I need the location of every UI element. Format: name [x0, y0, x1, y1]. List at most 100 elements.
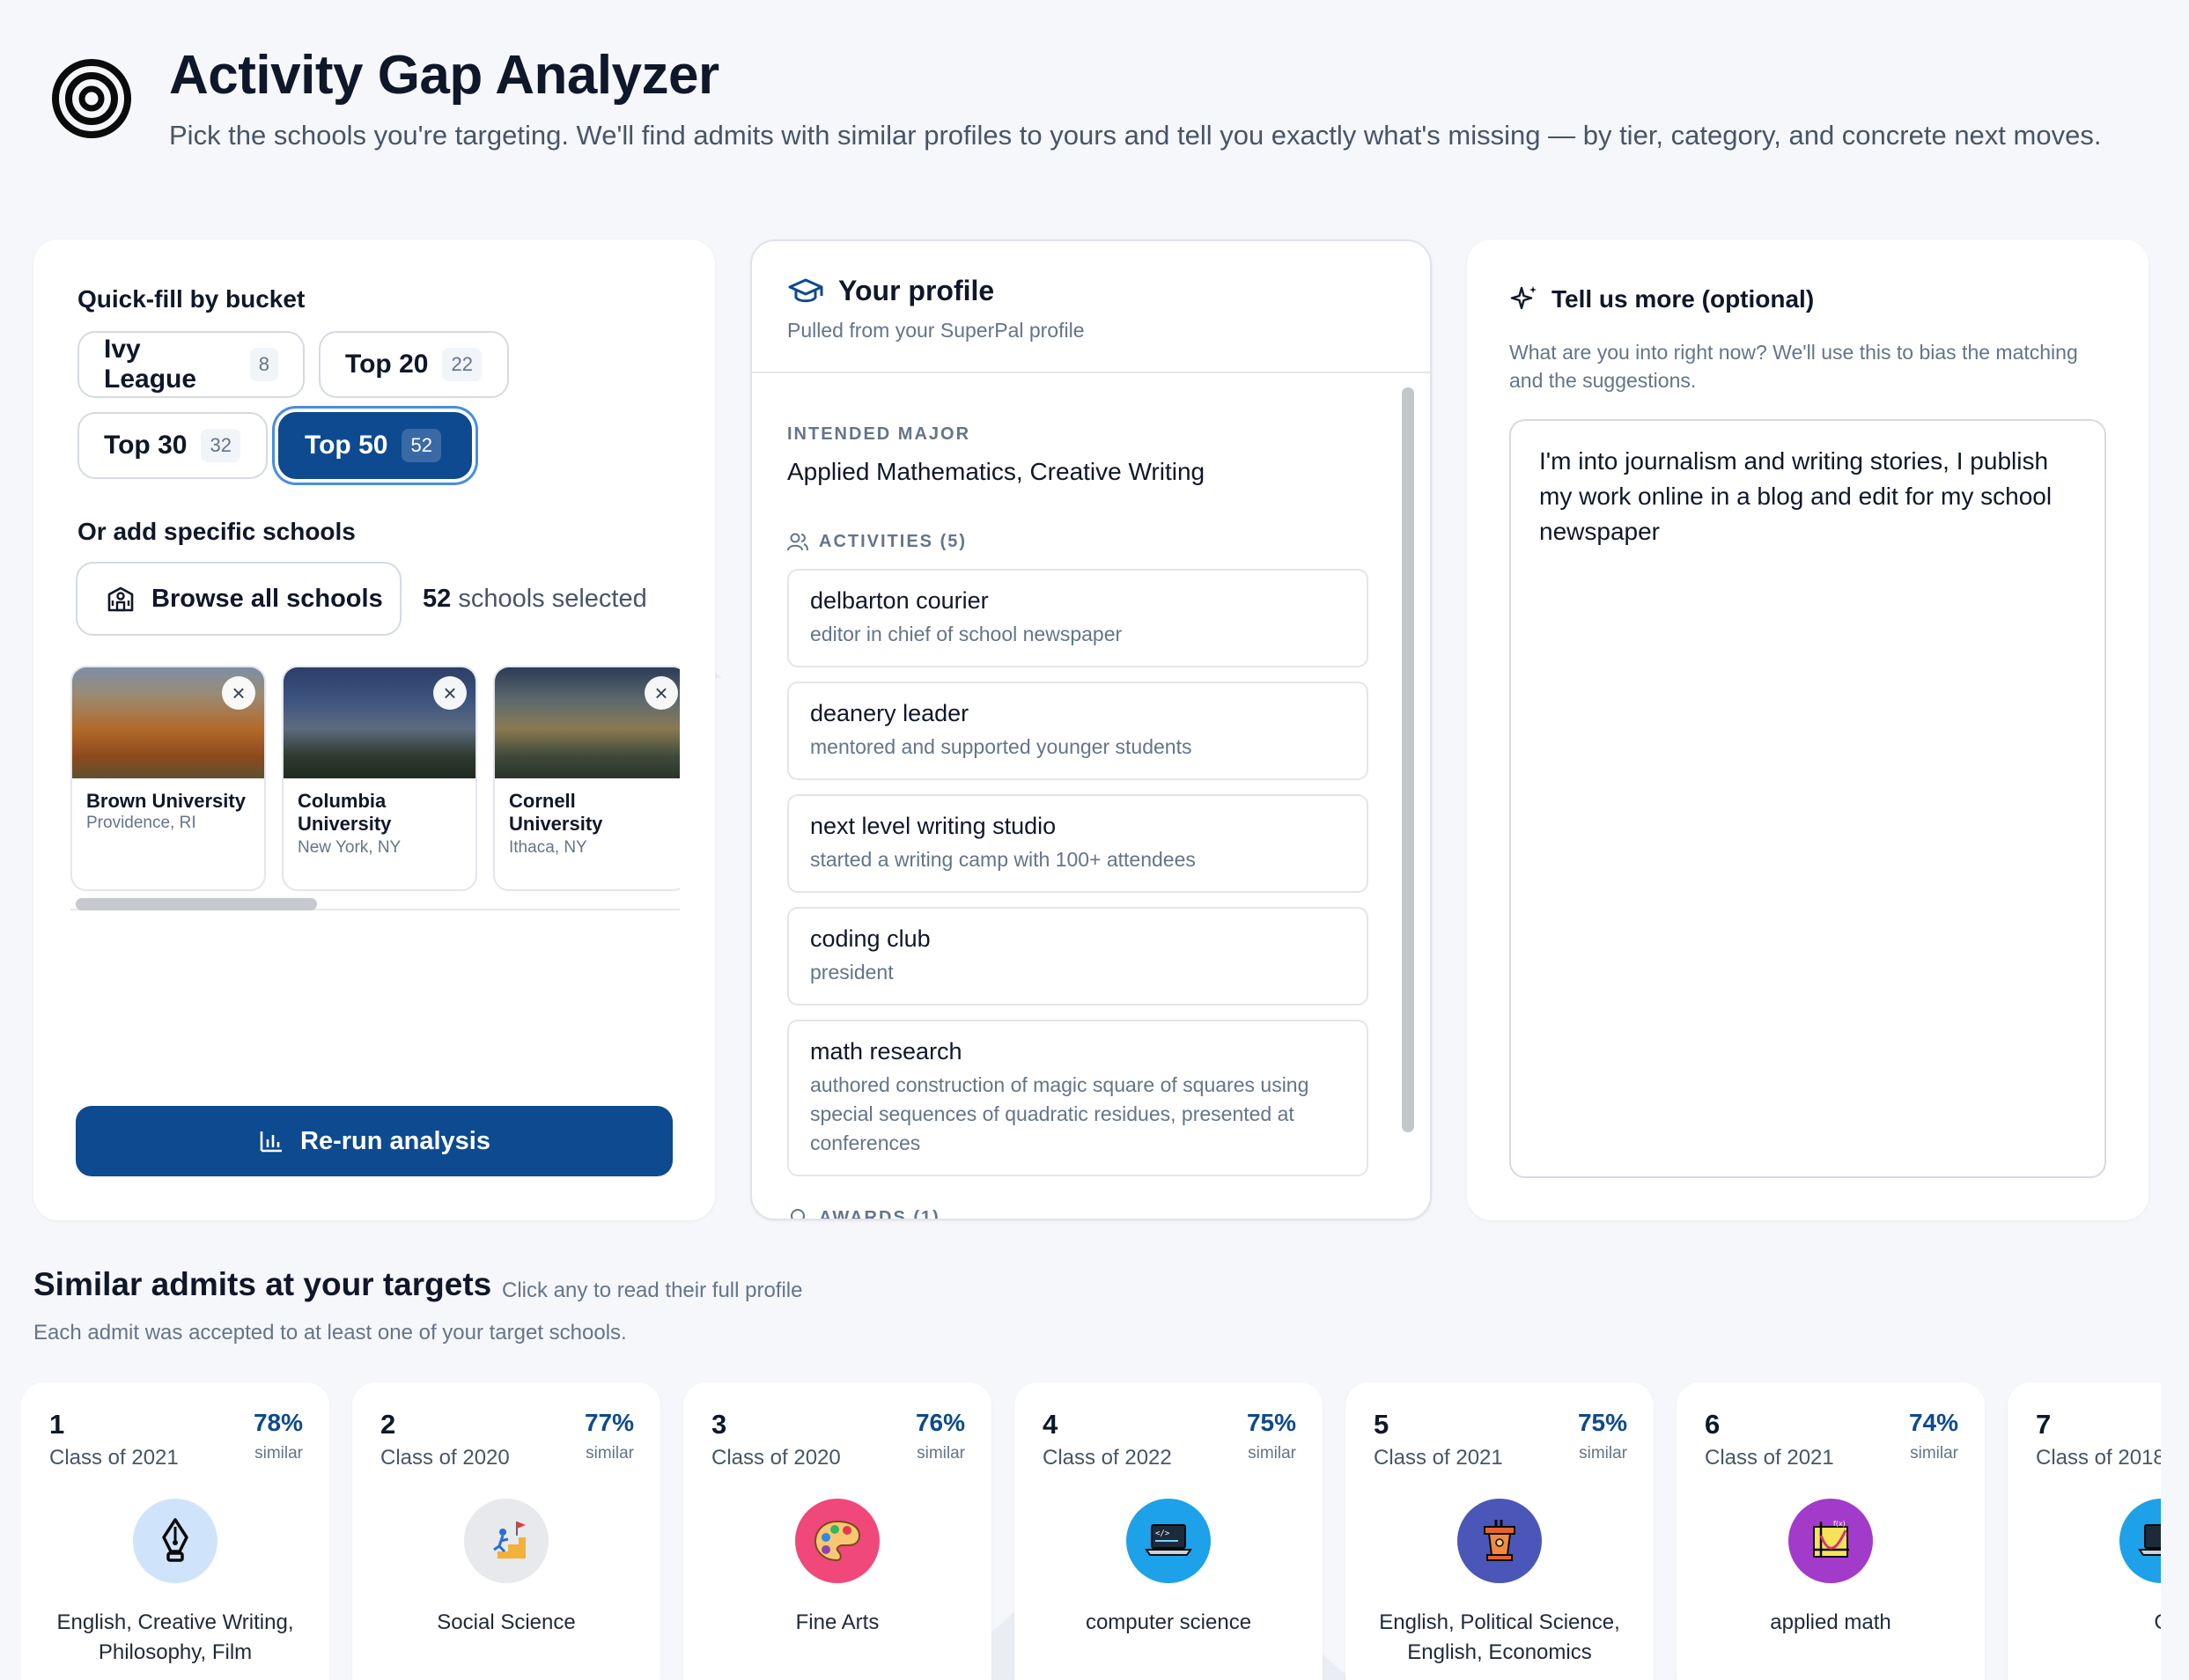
admit-card[interactable]: 4 Class of 2022 75% similar </> computer…: [1014, 1382, 1323, 1680]
remove-school-close-icon[interactable]: ×: [222, 676, 255, 710]
school-card-columbia-lower: Columbia University New York, NY: [282, 814, 477, 891]
admit-similarity-percent: 77%: [584, 1409, 634, 1436]
school-card-cornell[interactable]: × Cornell University Ithaca, NY: [493, 666, 680, 814]
school-card-cornell-lower: Cornell University Ithaca, NY: [493, 814, 680, 891]
admit-card[interactable]: 3 Class of 2020 76% similar Fine Arts: [683, 1382, 991, 1680]
activity-name: math research: [810, 1038, 962, 1065]
similar-admits-subtitle: Each admit was accepted to at least one …: [33, 1321, 627, 1345]
profile-scroll-area[interactable]: INTENDED MAJOR Applied Mathematics, Crea…: [752, 375, 1404, 1219]
bucket-chip-ivy-league[interactable]: Ivy League 8: [77, 331, 305, 398]
browse-button-label: Browse all schools: [151, 584, 383, 613]
bucket-chip-label: Ivy League: [104, 335, 197, 394]
activity-item: next level writing studio started a writ…: [787, 794, 1368, 893]
admit-class-year: Class of 2021: [1705, 1446, 1834, 1470]
quick-fill-label: Quick-fill by bucket: [77, 285, 306, 313]
activity-name: delbarton courier: [810, 587, 989, 614]
admit-card[interactable]: 6 Class of 2021 74% similar f(x) applied…: [1677, 1382, 1985, 1680]
admit-similar-label: similar: [917, 1444, 965, 1463]
school-location: Providence, RI: [86, 814, 196, 832]
school-photo: ×: [72, 667, 264, 778]
profile-scrollbar[interactable]: [1402, 382, 1414, 1132]
admit-field: Social Science: [437, 1610, 576, 1634]
school-card-brown[interactable]: × Brown University Providence, RI: [70, 666, 266, 814]
admit-similar-label: similar: [254, 1444, 303, 1463]
profile-card-header: Your profile Pulled from your SuperPal p…: [752, 241, 1430, 373]
bucket-chip-top-30[interactable]: Top 30 32: [77, 412, 268, 479]
paint-palette-icon: [795, 1499, 880, 1583]
admit-similar-label: similar: [1910, 1444, 1958, 1463]
bucket-chip-top-50[interactable]: Top 50 52: [278, 412, 472, 479]
school-name: Cornell University: [509, 790, 576, 812]
rerun-analysis-button[interactable]: Re-run analysis: [76, 1106, 673, 1176]
admit-rank: 3: [711, 1409, 727, 1440]
target-icon: [52, 59, 131, 138]
activity-item: math research authored construction of m…: [787, 1020, 1368, 1176]
selected-schools-carousel[interactable]: × Brown University Providence, RI × Colu…: [70, 666, 680, 814]
admit-card[interactable]: 7 Class of 2018 C: [2008, 1382, 2161, 1680]
sparkles-icon: [1510, 286, 1537, 310]
tell-us-more-title: Tell us more (optional): [1551, 285, 1815, 313]
activity-name: coding club: [810, 925, 931, 952]
school-location: Ithaca, NY: [509, 838, 587, 857]
profile-title: Your profile: [838, 275, 995, 306]
similar-admits-row[interactable]: 1 Class of 2021 78% similar English, Cre…: [21, 1382, 2161, 1680]
admit-field: computer science: [1085, 1610, 1252, 1634]
admit-card[interactable]: 1 Class of 2021 78% similar English, Cre…: [21, 1382, 329, 1680]
activity-description: mentored and supported younger students: [810, 735, 1192, 758]
activity-description: editor in chief of school newspaper: [810, 623, 1123, 645]
selected-suffix: schools selected: [451, 585, 647, 613]
activity-item: delbarton courier editor in chief of sch…: [787, 569, 1368, 667]
admit-card[interactable]: 5 Class of 2021 75% similar English, Pol…: [1345, 1382, 1654, 1680]
school-photo: ×: [495, 667, 680, 778]
rerun-button-label: Re-run analysis: [300, 1126, 490, 1155]
page-subtitle: Pick the schools you're targeting. We'll…: [169, 120, 2102, 151]
schools-selected-count: 52 schools selected: [423, 585, 647, 614]
remove-school-close-icon[interactable]: ×: [645, 676, 678, 710]
bucket-chip-label: Top 30: [104, 431, 188, 460]
admit-rank: 5: [1374, 1409, 1389, 1440]
school-name: Brown University: [86, 790, 246, 812]
admit-card[interactable]: 2 Class of 2020 77% similar Social Scien…: [352, 1382, 660, 1680]
admit-field: applied math: [1770, 1610, 1891, 1634]
laptop-code-icon: </>: [1126, 1499, 1211, 1583]
browse-all-schools-button[interactable]: Browse all schools: [76, 562, 402, 636]
profile-subtitle: Pulled from your SuperPal profile: [787, 319, 1085, 342]
activity-name: deanery leader: [810, 700, 969, 726]
admit-similarity-percent: 76%: [915, 1409, 965, 1436]
admit-similar-label: similar: [1248, 1444, 1296, 1463]
admit-class-year: Class of 2021: [49, 1446, 179, 1470]
school-picker-card: Quick-fill by bucket Ivy League 8 Top 20…: [33, 239, 715, 1220]
school-photo: ×: [284, 667, 475, 778]
admit-rank: 4: [1043, 1409, 1058, 1440]
interests-textarea[interactable]: I'm into journalism and writing stories,…: [1509, 419, 2106, 1178]
school-cards-lower: Brown University Providence, RI Columbia…: [70, 814, 680, 893]
school-name: Columbia University: [298, 814, 392, 835]
bucket-chip-label: Top 50: [305, 431, 388, 460]
admit-similar-label: similar: [586, 1444, 634, 1463]
admit-similar-label: similar: [1579, 1444, 1627, 1463]
admit-rank: 7: [2036, 1409, 2052, 1440]
laptop-code-icon: [2119, 1499, 2161, 1583]
school-name: Cornell University: [509, 814, 603, 835]
tell-us-more-card: Tell us more (optional) What are you int…: [1467, 239, 2148, 1220]
admit-similarity-percent: 75%: [1577, 1409, 1627, 1436]
bucket-chip-top-20[interactable]: Top 20 22: [319, 331, 509, 398]
admit-similarity-percent: 78%: [253, 1409, 303, 1436]
users-icon: [787, 533, 808, 551]
activity-item: deanery leader mentored and supported yo…: [787, 682, 1368, 780]
bucket-chip-count: 8: [249, 348, 278, 381]
admit-similarity-percent: 74%: [1908, 1409, 1958, 1436]
bucket-chip-count: 52: [402, 429, 441, 462]
svg-text:f(x): f(x): [1833, 1520, 1846, 1528]
remove-school-close-icon[interactable]: ×: [433, 676, 467, 710]
carousel-scrollbar-thumb[interactable]: [76, 898, 317, 910]
carousel-scrollbar[interactable]: [70, 896, 680, 910]
podium-icon: [1457, 1499, 1542, 1583]
page-header: Activity Gap Analyzer Pick the schools y…: [51, 44, 2147, 203]
admit-rank: 1: [49, 1409, 65, 1440]
profile-scrollbar-thumb[interactable]: [1402, 387, 1414, 1132]
bucket-chip-count: 32: [201, 429, 240, 462]
page-title: Activity Gap Analyzer: [169, 45, 719, 106]
school-name: Columbia University: [298, 790, 387, 812]
school-card-columbia[interactable]: × Columbia University New York, NY: [282, 666, 477, 814]
